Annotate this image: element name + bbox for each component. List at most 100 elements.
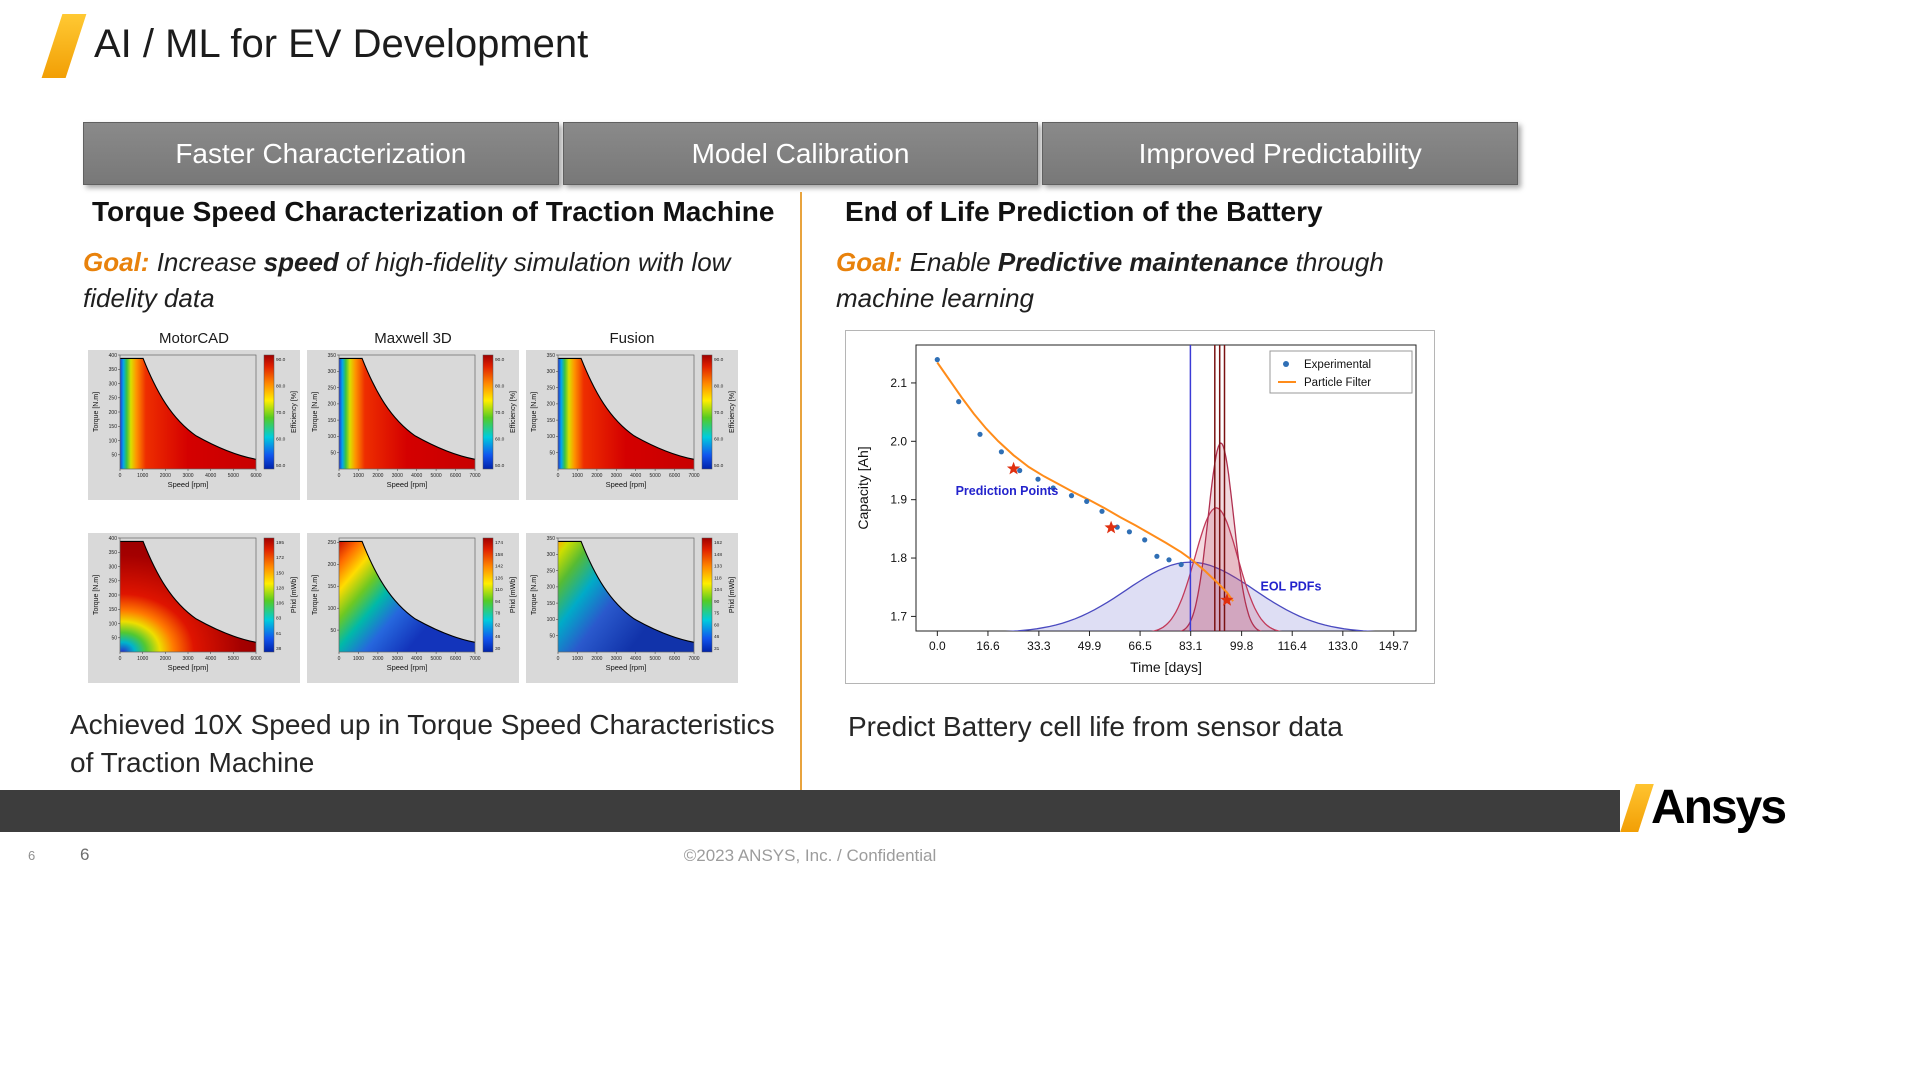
goal-text: of high-fidelity simulation with low fid… [83, 247, 731, 314]
svg-text:99.8: 99.8 [1230, 639, 1254, 653]
svg-text:66.5: 66.5 [1128, 639, 1152, 653]
svg-text:30: 30 [495, 646, 501, 652]
contour-plot-motorcad: MotorCAD 0 1000 2000 3000 4000 5000 6000 50 100 15… [88, 330, 300, 505]
column-divider [800, 192, 802, 790]
svg-text:174: 174 [495, 540, 503, 546]
contour-plot-figure: 0 1000 2000 3000 4000 5000 6000 7000 50 100 150 200… [307, 533, 519, 688]
page-title: AI / ML for EV Development [94, 22, 589, 66]
svg-text:60.0: 60.0 [276, 437, 286, 443]
svg-text:46: 46 [495, 634, 501, 640]
goal-text: Enable [909, 247, 991, 277]
svg-text:2.0: 2.0 [890, 434, 907, 448]
svg-text:162: 162 [714, 540, 722, 546]
tab-faster-characterization: Faster Characterization [83, 122, 559, 185]
svg-text:250: 250 [547, 568, 556, 574]
tab-model-calibration: Model Calibration [562, 122, 1039, 185]
svg-text:49.9: 49.9 [1078, 639, 1102, 653]
svg-text:0: 0 [119, 656, 122, 662]
svg-text:200: 200 [547, 585, 556, 591]
contour-plot-figure: 0 1000 2000 3000 4000 5000 6000 7000 50 100 150 200… [307, 350, 519, 505]
svg-text:90.0: 90.0 [495, 357, 505, 363]
goal-statement-right: Goal: Enable Predictive maintenance thro… [836, 244, 1486, 317]
svg-text:83.1: 83.1 [1179, 639, 1203, 653]
ansys-logo: Ansys [1620, 784, 1787, 832]
goal-text: Increase [156, 247, 257, 277]
svg-text:4000: 4000 [411, 473, 422, 479]
contour-plot-flux-map-3: 0 1000 2000 3000 4000 5000 6000 7000 50 100 150 200… [526, 513, 738, 688]
svg-text:3000: 3000 [611, 656, 622, 662]
svg-text:Prediction Points: Prediction Points [956, 484, 1059, 498]
svg-text:Torque [N.m]: Torque [N.m] [531, 392, 538, 432]
svg-text:60: 60 [714, 622, 720, 628]
svg-text:250: 250 [109, 396, 118, 402]
svg-text:Experimental: Experimental [1304, 359, 1371, 371]
goal-emphasis: speed [263, 247, 339, 277]
svg-text:Phid [mWb]: Phid [mWb] [510, 577, 517, 613]
svg-text:5000: 5000 [431, 656, 442, 662]
svg-text:0: 0 [557, 656, 560, 662]
svg-text:61: 61 [276, 631, 282, 637]
svg-text:38: 38 [276, 646, 282, 652]
svg-text:33.3: 33.3 [1027, 639, 1051, 653]
svg-text:94: 94 [495, 599, 501, 605]
svg-text:128: 128 [276, 585, 284, 591]
svg-text:4000: 4000 [630, 473, 641, 479]
svg-text:2000: 2000 [160, 473, 171, 479]
svg-text:172: 172 [276, 555, 284, 561]
svg-text:100: 100 [547, 617, 556, 623]
contour-plot-title: Maxwell 3D [374, 330, 452, 347]
svg-text:200: 200 [109, 410, 118, 416]
svg-text:300: 300 [547, 552, 556, 558]
page-number: 6 [80, 845, 90, 864]
svg-text:250: 250 [109, 579, 118, 585]
svg-text:Torque [N.m]: Torque [N.m] [531, 575, 538, 615]
svg-text:50.0: 50.0 [495, 463, 505, 469]
svg-text:118: 118 [714, 575, 722, 581]
svg-text:200: 200 [547, 402, 556, 408]
svg-text:1000: 1000 [572, 473, 583, 479]
svg-text:Speed [rpm]: Speed [rpm] [606, 480, 647, 489]
svg-text:150: 150 [328, 418, 337, 424]
left-section-heading: Torque Speed Characterization of Tractio… [92, 196, 775, 227]
svg-text:100: 100 [328, 434, 337, 440]
svg-text:90.0: 90.0 [714, 357, 724, 363]
svg-text:0: 0 [557, 473, 560, 479]
svg-text:0: 0 [119, 473, 122, 479]
svg-text:31: 31 [714, 646, 720, 652]
svg-text:5000: 5000 [650, 473, 661, 479]
svg-text:1000: 1000 [572, 656, 583, 662]
svg-text:1000: 1000 [137, 473, 148, 479]
svg-text:3000: 3000 [182, 656, 193, 662]
svg-text:2000: 2000 [372, 473, 383, 479]
svg-text:50.0: 50.0 [276, 463, 286, 469]
svg-text:46: 46 [714, 634, 720, 640]
svg-text:106: 106 [276, 601, 284, 607]
svg-text:83: 83 [276, 616, 282, 622]
svg-text:2000: 2000 [591, 473, 602, 479]
svg-text:50.0: 50.0 [714, 463, 724, 469]
svg-text:Capacity [Ah]: Capacity [Ah] [855, 446, 871, 529]
svg-text:4000: 4000 [411, 656, 422, 662]
svg-text:50: 50 [549, 634, 555, 640]
svg-text:200: 200 [328, 562, 337, 568]
svg-text:148: 148 [714, 552, 722, 558]
svg-text:Speed [rpm]: Speed [rpm] [606, 663, 647, 672]
svg-text:158: 158 [495, 552, 503, 558]
svg-text:Phid [mWb]: Phid [mWb] [729, 577, 736, 613]
svg-text:6000: 6000 [450, 656, 461, 662]
svg-text:250: 250 [547, 385, 556, 391]
svg-text:50: 50 [330, 451, 336, 457]
svg-text:150: 150 [547, 418, 556, 424]
svg-text:150: 150 [109, 607, 118, 613]
svg-text:7000: 7000 [688, 656, 699, 662]
section-tabs: Faster Characterization Model Calibratio… [83, 122, 1519, 185]
svg-text:Speed [rpm]: Speed [rpm] [168, 663, 209, 672]
svg-text:110: 110 [495, 587, 503, 593]
svg-text:7000: 7000 [469, 656, 480, 662]
svg-text:3000: 3000 [392, 656, 403, 662]
battery-chart: 0.0 16.6 33.3 49.9 66.5 83.1 99.8 116.4 133.0 149… [845, 330, 1435, 684]
svg-text:80.0: 80.0 [276, 384, 286, 390]
contour-plot-title: Fusion [609, 330, 655, 347]
svg-text:195: 195 [276, 540, 284, 546]
svg-text:Torque [N.m]: Torque [N.m] [93, 392, 100, 432]
